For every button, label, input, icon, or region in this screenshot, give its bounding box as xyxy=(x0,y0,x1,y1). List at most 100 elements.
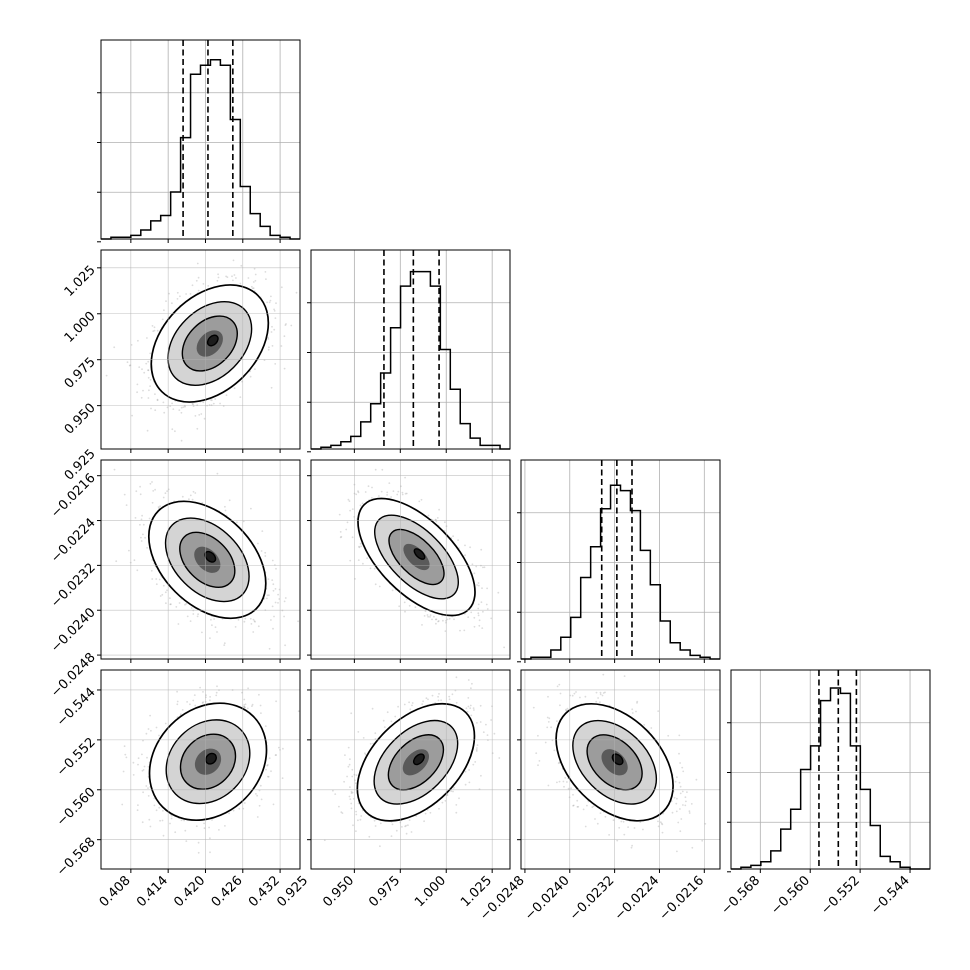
scatter-point xyxy=(189,494,192,497)
scatter-point xyxy=(426,614,429,616)
scatter-point xyxy=(137,804,139,806)
histogram-step xyxy=(311,270,510,450)
scatter-point xyxy=(217,273,219,276)
scatter-point xyxy=(209,699,211,702)
scatter-point xyxy=(216,279,219,282)
scatter-point xyxy=(216,472,219,475)
scatter-point xyxy=(257,542,259,545)
scatter-point xyxy=(158,507,160,509)
scatter-point xyxy=(278,598,281,600)
scatter-point xyxy=(424,610,427,613)
scatter-point xyxy=(453,618,455,621)
scatter-point xyxy=(145,785,148,787)
scatter-point xyxy=(381,468,384,471)
scatter-point xyxy=(180,406,183,409)
scatter-point xyxy=(421,624,423,626)
scatter-point xyxy=(503,646,505,649)
scatter-point xyxy=(252,618,255,621)
scatter-point xyxy=(366,557,368,560)
scatter-point xyxy=(264,725,267,727)
scatter-point xyxy=(351,508,354,510)
scatter-point xyxy=(202,401,205,404)
scatter-point xyxy=(147,369,150,372)
scatter-point xyxy=(159,505,161,508)
scatter-point xyxy=(267,338,270,340)
scatter-point xyxy=(284,644,286,647)
scatter-point xyxy=(275,567,277,570)
scatter-point xyxy=(260,550,263,552)
scatter-point xyxy=(401,493,404,496)
scatter-point xyxy=(392,490,395,493)
scatter-point xyxy=(470,611,473,614)
scatter-point xyxy=(275,302,277,305)
scatter-point xyxy=(251,703,254,706)
scatter-point xyxy=(373,567,376,570)
scatter-point xyxy=(180,439,183,442)
scatter-point xyxy=(284,324,287,326)
scatter-point xyxy=(147,795,150,797)
scatter-point xyxy=(132,774,135,776)
scatter-point xyxy=(137,763,139,766)
scatter-point xyxy=(268,594,270,597)
scatter-point xyxy=(147,728,150,730)
scatter-point xyxy=(134,517,137,519)
scatter-point xyxy=(268,301,271,304)
scatter-point xyxy=(378,495,380,497)
scatter-point xyxy=(151,578,154,580)
scatter-point xyxy=(250,285,253,288)
histogram-step xyxy=(521,484,720,660)
scatter-point xyxy=(244,703,247,706)
scatter-point xyxy=(147,397,150,399)
scatter-point xyxy=(267,578,270,580)
scatter-point xyxy=(176,291,179,294)
hist1d-panel-3 xyxy=(727,669,931,873)
scatter-point xyxy=(267,348,270,351)
scatter-point xyxy=(351,536,354,539)
scatter-point xyxy=(140,540,143,542)
scatter-point xyxy=(162,401,165,404)
scatter-point xyxy=(364,491,367,493)
scatter-point xyxy=(189,620,192,622)
scatter-point xyxy=(185,293,187,295)
scatter-point xyxy=(250,623,253,625)
scatter-point xyxy=(147,369,149,371)
scatter-point xyxy=(386,494,388,496)
panel-frame xyxy=(100,249,301,450)
scatter-point xyxy=(239,396,242,398)
scatter-point xyxy=(123,493,126,496)
scatter-point xyxy=(171,428,174,431)
scatter-point xyxy=(283,615,285,618)
scatter-point xyxy=(258,693,260,696)
scatter-point xyxy=(345,528,348,531)
scatter-point xyxy=(223,642,226,645)
scatter-point xyxy=(139,523,141,526)
scatter-point xyxy=(225,275,227,278)
scatter-point xyxy=(191,284,194,287)
scatter-point xyxy=(264,555,267,557)
scatter-point xyxy=(295,291,298,294)
scatter-point xyxy=(247,277,250,279)
scatter-point xyxy=(194,415,197,417)
scatter-point xyxy=(357,490,359,493)
scatter-point xyxy=(374,583,377,586)
scatter-point xyxy=(448,617,451,620)
scatter-point xyxy=(457,539,459,541)
scatter-point xyxy=(349,559,352,562)
scatter-point xyxy=(136,391,138,394)
scatter-point xyxy=(149,825,152,828)
scatter-point xyxy=(170,817,173,820)
scatter-point xyxy=(480,548,483,551)
scatter-point xyxy=(202,691,204,693)
scatter-point xyxy=(273,308,275,311)
scatter-point xyxy=(435,520,438,523)
scatter-point xyxy=(280,345,283,347)
scatter-point xyxy=(152,330,155,333)
scatter-point xyxy=(164,722,167,725)
scatter-point xyxy=(226,276,229,279)
scatter-point xyxy=(162,496,165,499)
hist1d-panel-0 xyxy=(97,39,301,243)
scatter-point xyxy=(141,821,144,824)
scatter-point xyxy=(359,504,362,507)
scatter-point xyxy=(192,699,195,702)
scatter-point xyxy=(185,840,188,842)
